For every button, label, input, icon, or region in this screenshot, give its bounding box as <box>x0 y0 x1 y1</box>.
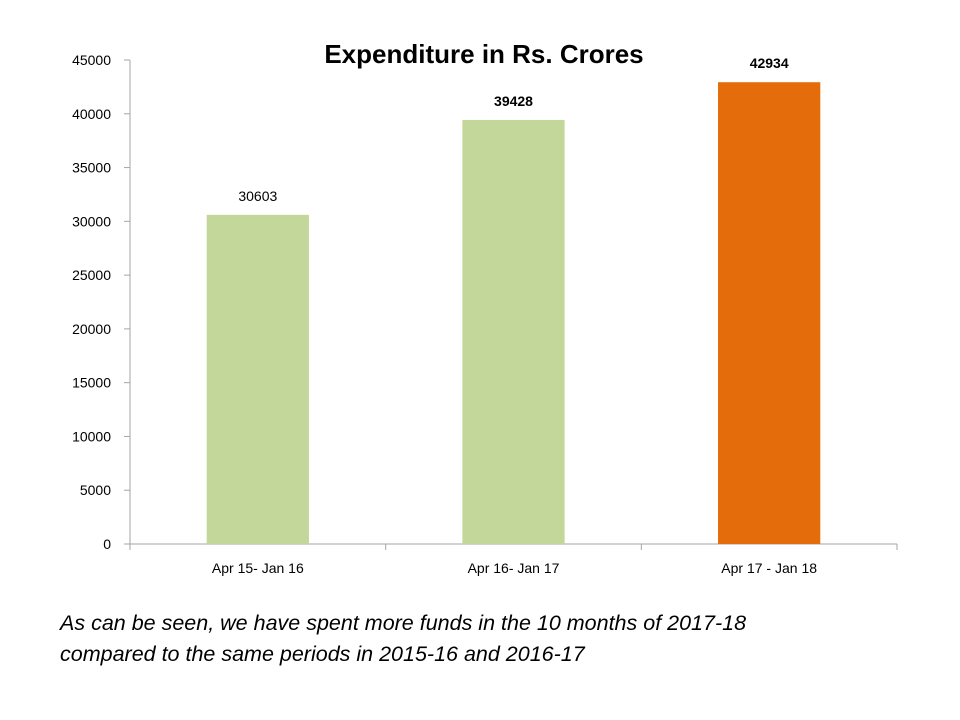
caption-line-2: compared to the same periods in 2015-16 … <box>60 642 585 666</box>
y-tick-label: 25000 <box>72 267 111 283</box>
bar <box>462 119 565 544</box>
expenditure-bar-chart: Expenditure in Rs. Crores 0 5000 10000 1500… <box>72 39 898 576</box>
chart-labels: 30603 Apr 15- Jan 16 39428 Apr 16- Jan 17 42… <box>212 55 817 576</box>
y-tick-label: 5000 <box>80 482 111 498</box>
bar <box>718 82 821 544</box>
chart-title: Expenditure in Rs. Crores <box>324 39 643 69</box>
chart-bars <box>206 82 821 545</box>
bar <box>206 214 309 545</box>
caption: As can be seen, we have spent more funds… <box>60 608 920 670</box>
y-tick-label: 15000 <box>72 375 111 391</box>
data-label: 30603 <box>238 188 277 204</box>
caption-line-1: As can be seen, we have spent more funds… <box>60 611 747 635</box>
x-tick-label: Apr 16- Jan 17 <box>468 560 560 576</box>
y-tick-label: 35000 <box>72 160 111 176</box>
y-tick-label: 30000 <box>72 213 111 229</box>
x-tick-label: Apr 15- Jan 16 <box>212 560 304 576</box>
y-tick-label: 45000 <box>72 52 111 68</box>
data-label: 39428 <box>494 93 533 109</box>
chart-axes: 0 5000 10000 15000 20000 25000 30000 35000 40000… <box>72 52 898 552</box>
y-tick-label: 20000 <box>72 321 111 337</box>
y-tick-label: 0 <box>103 536 111 552</box>
data-label: 42934 <box>750 55 789 71</box>
y-tick-label: 40000 <box>72 106 111 122</box>
x-tick-label: Apr 17 - Jan 18 <box>721 560 817 576</box>
y-tick-label: 10000 <box>72 428 111 444</box>
